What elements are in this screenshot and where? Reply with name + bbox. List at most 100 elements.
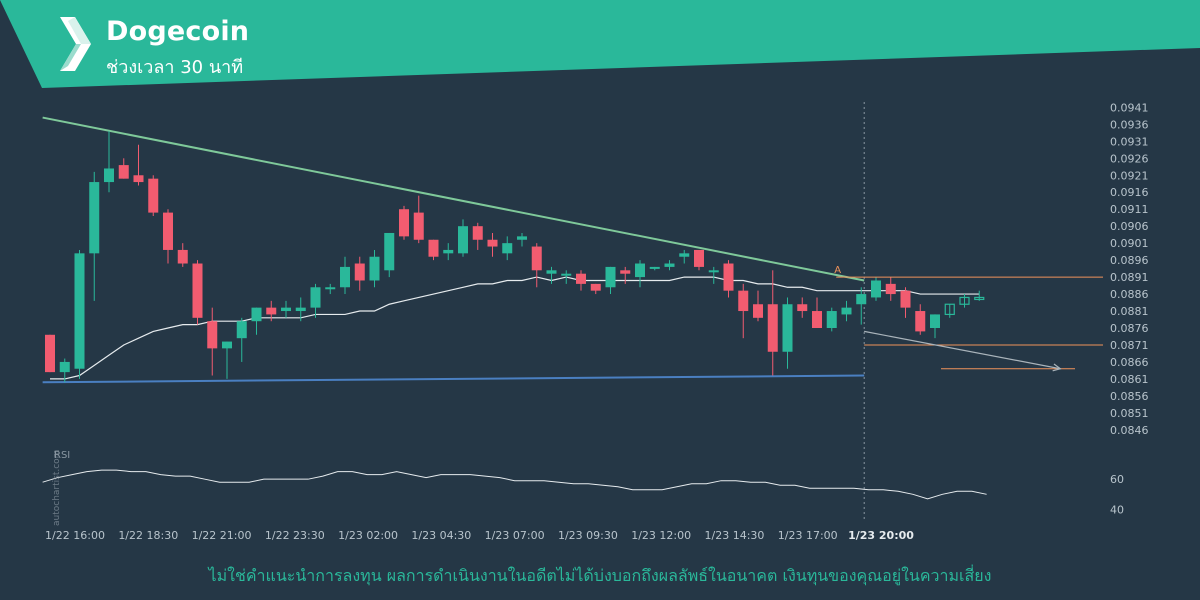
price-axis: 0.0941 0.0936 0.0931 0.0926 0.0921 0.0916 0.09… <box>1110 101 1149 436</box>
candle-body <box>295 307 306 312</box>
candle <box>531 243 542 288</box>
candle-body <box>679 253 690 257</box>
header-band-shape <box>0 0 1200 88</box>
price-tick-label: 0.0911 <box>1110 203 1149 216</box>
candle <box>974 290 985 301</box>
candle-body <box>399 209 409 237</box>
price-tick-label: 0.0941 <box>1110 101 1149 114</box>
candle <box>148 175 159 216</box>
candle <box>74 249 85 379</box>
projected-candle-body <box>944 303 955 316</box>
candle-body <box>620 270 631 274</box>
candle <box>458 219 468 257</box>
forecast-arrow-head-icon <box>1052 363 1062 372</box>
rsi-line <box>42 469 987 500</box>
candle <box>517 232 527 247</box>
resistance-trendline <box>42 116 865 282</box>
projected-candle-body <box>974 296 985 301</box>
candle <box>871 277 881 301</box>
candle-body <box>472 226 483 240</box>
candle <box>649 266 660 271</box>
candle-body <box>45 334 55 373</box>
candle-body <box>797 304 808 312</box>
candle-body <box>930 314 940 328</box>
candlesticks <box>45 131 985 383</box>
rsi-panel: RSI 60 40 <box>42 450 1124 516</box>
moving-average <box>50 276 980 380</box>
candle <box>251 307 262 335</box>
trendlines <box>42 116 865 384</box>
candle-body <box>546 270 557 274</box>
time-tick-label: 1/23 17:00 <box>778 529 838 542</box>
candle-body <box>310 287 321 308</box>
candle <box>487 232 498 257</box>
price-tick-label: 0.0881 <box>1110 305 1149 318</box>
candle-body <box>517 236 527 240</box>
rsi-tick-label: 60 <box>1110 473 1124 486</box>
candle <box>738 283 749 339</box>
time-axis: 1/22 16:00 1/22 18:30 1/22 21:00 1/22 23:30… <box>45 529 914 542</box>
candle <box>694 249 704 271</box>
candle <box>679 249 690 264</box>
price-tick-label: 0.0891 <box>1110 271 1149 284</box>
candle <box>295 297 306 322</box>
candle-body <box>826 311 837 328</box>
candle <box>546 266 557 284</box>
time-tick-label: 1/23 12:00 <box>631 529 691 542</box>
candle-body <box>531 246 542 271</box>
candle <box>104 131 114 193</box>
moving-average-line <box>50 276 980 380</box>
header-band: Dogecoin ช่วงเวลา 30 นาที <box>0 0 1200 88</box>
candle-body <box>635 263 645 278</box>
candle-body <box>708 270 719 273</box>
candle-body <box>354 263 365 281</box>
price-tick-label: 0.0926 <box>1110 152 1149 165</box>
price-tick-label: 0.0931 <box>1110 135 1149 148</box>
candle-body <box>649 266 660 269</box>
time-tick-label: 1/22 18:30 <box>118 529 178 542</box>
candle-body <box>207 321 218 349</box>
candle-body <box>856 294 867 305</box>
timeframe-subtitle: ช่วงเวลา 30 นาที <box>106 57 244 78</box>
rsi-tick-label: 40 <box>1110 503 1124 516</box>
candle-body <box>74 253 85 369</box>
candle-body <box>605 266 616 288</box>
candle <box>502 236 513 261</box>
candle <box>384 232 395 278</box>
candle <box>177 243 188 267</box>
price-tick-label: 0.0871 <box>1110 339 1149 352</box>
time-tick-label: 1/23 20:00 <box>848 529 914 542</box>
candle <box>930 314 940 339</box>
candle-body <box>192 263 203 318</box>
forecast-overlay: A <box>834 265 1103 372</box>
candle <box>118 158 129 179</box>
candle <box>281 300 291 318</box>
price-tick-label: 0.0901 <box>1110 237 1149 250</box>
candle <box>89 171 100 301</box>
candle <box>900 287 911 318</box>
time-tick-label: 1/23 04:30 <box>411 529 471 542</box>
candle-body <box>753 304 763 318</box>
candle-body <box>369 256 380 281</box>
candle-body <box>576 273 586 284</box>
price-tick-label: 0.0896 <box>1110 254 1149 267</box>
candle-body <box>502 243 513 254</box>
candle <box>753 290 763 322</box>
candle <box>856 287 867 325</box>
price-tick-label: 0.0861 <box>1110 373 1149 386</box>
candle <box>576 270 586 291</box>
support-trendline <box>42 374 865 384</box>
risk-disclaimer: ไม่ใช่คำแนะนำการลงทุน ผลการดำเนินงานในอด… <box>208 566 992 585</box>
price-tick-label: 0.0866 <box>1110 356 1149 369</box>
candle <box>310 283 321 318</box>
candle-body <box>487 239 498 247</box>
candle-body <box>900 290 911 308</box>
candle <box>399 205 409 240</box>
candle <box>133 144 144 186</box>
price-tick-label: 0.0846 <box>1110 424 1149 437</box>
price-tick-label: 0.0886 <box>1110 288 1149 301</box>
candle-body <box>590 283 601 291</box>
candle <box>222 341 232 379</box>
page-title: Dogecoin <box>106 16 250 47</box>
